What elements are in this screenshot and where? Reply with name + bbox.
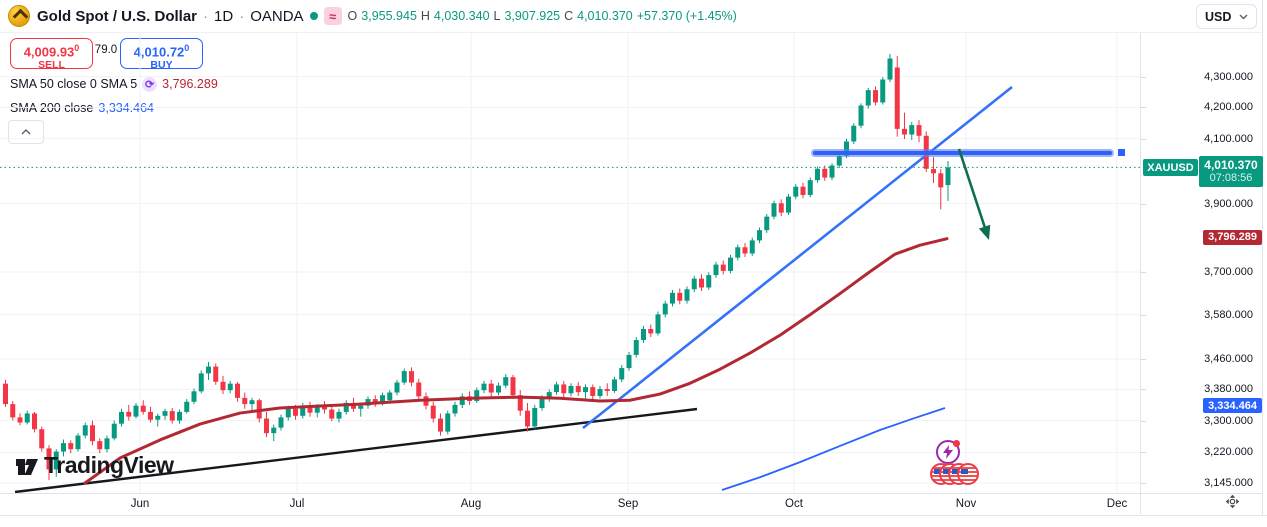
separator: ·	[203, 7, 209, 25]
sma50-value: 3,796.289	[162, 77, 218, 91]
currency-dropdown[interactable]: USD	[1196, 4, 1257, 29]
price-tick-label: 4,100.000	[1204, 132, 1253, 145]
month-label-sep[interactable]: Sep	[617, 498, 639, 510]
sma50-title: SMA 50 close 0 SMA 5	[10, 77, 138, 91]
price-tick-label: 3,580.000	[1204, 308, 1253, 321]
earnings-lightning-icon[interactable]	[936, 440, 960, 464]
economic-events-us-flags[interactable]	[930, 463, 979, 485]
last-price-label: 4,010.370 07:08:56	[1199, 156, 1263, 188]
sell-price: 4,009.93	[23, 44, 75, 60]
price-tick-label: 3,300.000	[1204, 414, 1253, 427]
sell-label: SELL	[38, 59, 65, 72]
market-open-dot	[309, 12, 318, 20]
buy-label: BUY	[150, 59, 173, 72]
us-flag-icon	[957, 463, 979, 485]
price-tick-label: 3,145.000	[1204, 477, 1253, 489]
month-label-nov[interactable]: Nov	[955, 498, 977, 510]
header-toolbar: Gold Spot / U.S. Dollar · 1D · OANDA ≈ O…	[0, 0, 1267, 32]
currency-value: USD	[1205, 9, 1232, 24]
month-label-aug[interactable]: Aug	[460, 498, 482, 510]
sync-refresh-icon[interactable]: ⟳	[142, 76, 158, 92]
low-label: L	[493, 9, 501, 23]
month-label-oct[interactable]: Oct	[785, 498, 803, 510]
price-tick-label: 4,200.000	[1204, 101, 1253, 114]
collapse-legend-button[interactable]	[8, 120, 44, 144]
buy-price: 4,010.72	[133, 44, 185, 60]
symbol-price-tag: XAUUSD	[1143, 159, 1198, 177]
chart-canvas[interactable]	[0, 32, 1140, 494]
axis-divider	[1140, 32, 1141, 514]
change-value: +57.370 (+1.45%)	[636, 9, 737, 23]
lightning-bolt-icon	[943, 445, 953, 459]
price-tick-mark	[1141, 483, 1146, 484]
exchange-label[interactable]: OANDA	[250, 7, 304, 25]
month-label-jul[interactable]: Jul	[289, 498, 305, 510]
last-price-value: 4,010.370	[1204, 158, 1258, 173]
ohlc-readout: O 3,955.945 H 4,030.340 L 3,907.925 C 4,…	[348, 9, 737, 23]
price-tick-mark	[1141, 452, 1146, 454]
sma200-title: SMA 200 close	[10, 101, 94, 115]
chevron-down-icon	[1239, 14, 1248, 19]
symbol-title[interactable]: Gold Spot / U.S. Dollar	[37, 7, 198, 25]
sma50-axis-badge: 3,796.289	[1203, 229, 1262, 245]
separator: ·	[239, 7, 245, 25]
price-tick-mark	[1141, 359, 1146, 361]
price-tick-label: 3,900.000	[1204, 197, 1253, 210]
price-axis[interactable]: 4,300.000 4,200.000 4,100.000 3,900.000 3,70…	[1141, 32, 1262, 493]
collapsed-pane-strip[interactable]	[0, 515, 1267, 527]
right-border	[1262, 0, 1263, 526]
time-axis[interactable]: Jun Jul Aug Sep Oct Nov Dec	[0, 494, 1262, 514]
open-value: 3,955.945	[361, 9, 417, 23]
bar-countdown: 07:08:56	[1209, 172, 1253, 185]
buy-pip: 0	[184, 43, 190, 53]
price-tick-mark	[1141, 203, 1146, 205]
sma200-axis-badge: 3,334.464	[1203, 398, 1262, 414]
close-value: 4,010.370	[577, 9, 633, 23]
watermark-text: TradingView	[44, 452, 174, 478]
price-tick-mark	[1141, 107, 1146, 109]
month-label-jun[interactable]: Jun	[130, 498, 150, 510]
sell-pip: 0	[74, 43, 80, 53]
month-label-dec[interactable]: Dec	[1106, 498, 1128, 510]
price-tick-label: 3,460.000	[1204, 353, 1253, 366]
timeframe-label[interactable]: 1D	[214, 7, 234, 25]
price-tick-label: 4,300.000	[1204, 70, 1253, 83]
high-label: H	[420, 9, 430, 23]
close-label: C	[564, 9, 574, 23]
header-divider	[0, 32, 1262, 33]
delayed-data-icon[interactable]: ≈	[323, 7, 342, 25]
axis-settings-gear-icon[interactable]	[1225, 494, 1240, 514]
gold-coin-icon	[8, 5, 30, 27]
chevron-up-icon	[21, 129, 31, 135]
tradingview-logo-icon	[16, 458, 38, 475]
sell-button[interactable]: 4,009.930 SELL	[10, 38, 93, 72]
buy-button[interactable]: 4,010.720 BUY	[120, 38, 203, 72]
high-value: 4,030.340	[433, 9, 490, 23]
price-tick-mark	[1141, 420, 1146, 422]
price-tick-mark	[1141, 271, 1146, 273]
price-tick-label: 3,700.000	[1204, 265, 1253, 278]
price-tick-label: 3,380.000	[1204, 383, 1253, 396]
price-tick-mark	[1141, 389, 1146, 391]
price-tick-mark	[1141, 314, 1146, 316]
alert-dot	[953, 440, 960, 447]
price-tick-mark	[1141, 138, 1146, 140]
price-tick-mark	[1141, 76, 1146, 78]
indicator-row-sma50[interactable]: SMA 50 close 0 SMA 5 ⟳ 3,796.289	[10, 76, 218, 92]
tradingview-watermark: TradingView	[14, 452, 174, 479]
open-label: O	[347, 9, 358, 23]
time-axis-divider	[0, 493, 1262, 494]
low-value: 3,907.925	[504, 9, 561, 23]
price-tick-label: 3,220.000	[1204, 446, 1253, 459]
spread-value: 79.0	[94, 44, 118, 56]
